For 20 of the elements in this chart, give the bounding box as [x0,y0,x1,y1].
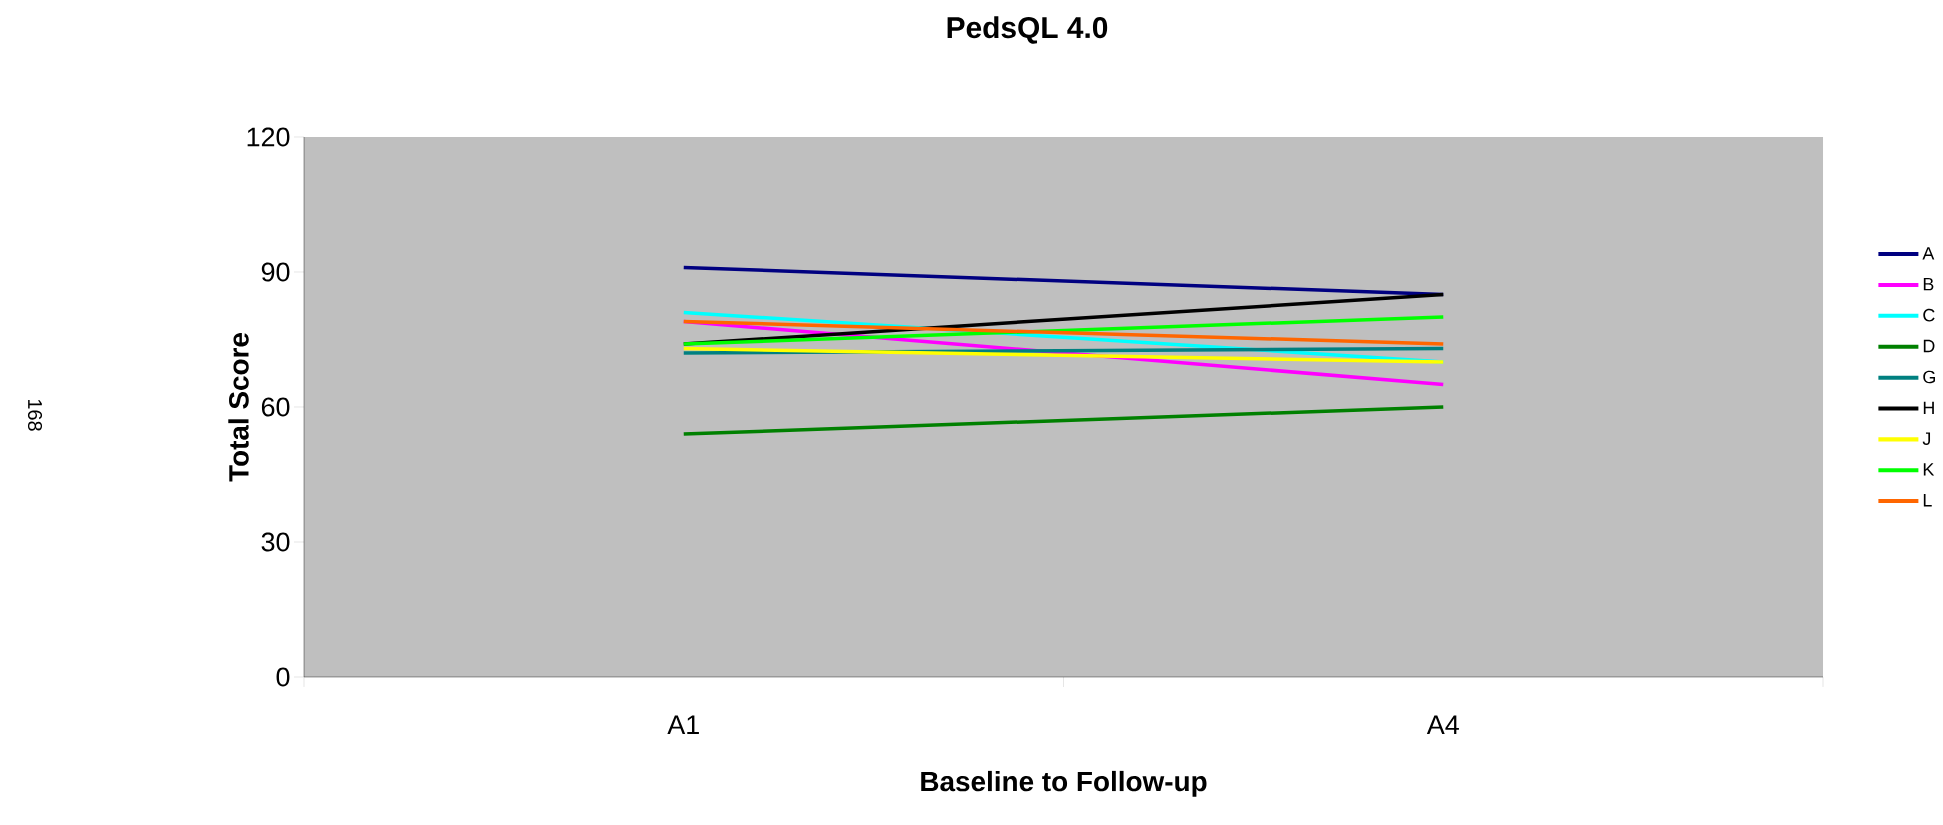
y-axis-title: Total Score [228,333,249,482]
legend-label: A [1922,247,1935,260]
y-tick-label: 60 [261,397,290,417]
legend-label: K [1923,463,1935,476]
x-axis-title: Baseline to Follow-up [921,770,1207,797]
y-tick-label: 90 [261,262,290,282]
legend-label: B [1923,278,1934,291]
chart-title: PedsQL 4.0 [947,16,1108,44]
x-tick-label: A1 [667,715,699,735]
y-tick-label: 0 [276,667,290,687]
x-tick-label: A4 [1426,715,1459,735]
legend-label: L [1923,494,1932,507]
text: 168 [27,399,43,431]
legend-label: J [1922,432,1931,445]
legend-label: D [1923,339,1935,353]
legend-label: C [1923,308,1935,322]
legend-label: G [1923,370,1935,384]
y-tick-label: 120 [247,127,290,147]
legend-label: H [1923,401,1934,414]
y-tick-label: 30 [261,532,290,552]
